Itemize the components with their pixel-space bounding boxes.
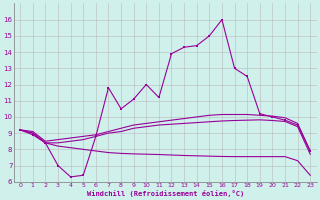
X-axis label: Windchill (Refroidissement éolien,°C): Windchill (Refroidissement éolien,°C) — [87, 190, 244, 197]
